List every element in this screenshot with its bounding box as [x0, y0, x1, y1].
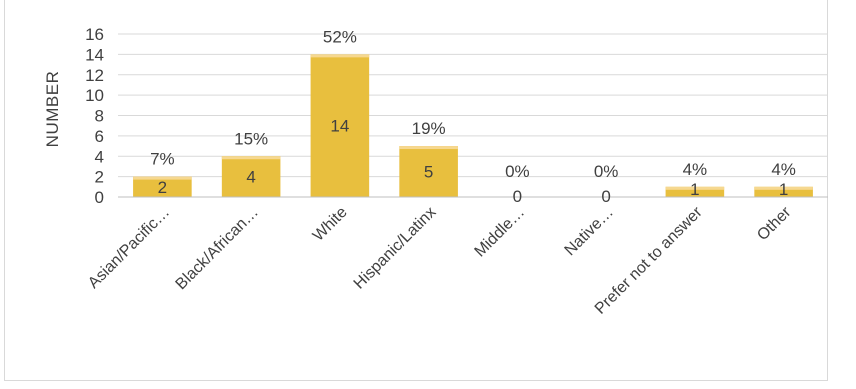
y-tick-label: 6: [95, 127, 104, 146]
bar-percent-label: 52%: [323, 27, 357, 46]
category-label: Middle…: [472, 204, 529, 261]
gridlines: [118, 33, 828, 178]
bar: [310, 54, 370, 197]
bar-percent-label: 19%: [412, 119, 446, 138]
bar-percent-label: 4%: [683, 160, 708, 179]
bar-top-highlight: [133, 176, 192, 180]
bar-percent-label: 4%: [771, 160, 796, 179]
bar-value-label: 2: [158, 178, 167, 197]
y-tick-label: 2: [95, 168, 104, 187]
y-tick-label: 0: [95, 188, 104, 207]
category-label: Native…: [562, 204, 617, 259]
bar-value-label: 0: [601, 187, 610, 206]
bar: [399, 146, 458, 197]
bar: [665, 186, 725, 197]
bar-top-highlight: [399, 146, 458, 150]
bar-value-label: 4: [246, 168, 255, 187]
bar-value-label: 0: [513, 187, 522, 206]
category-labels: Asian/Pacific… Black/African… White Hispani…: [85, 203, 795, 317]
y-tick-label: 8: [95, 107, 104, 126]
category-label: Asian/Pacific…: [85, 204, 173, 292]
bar-percent-label: 0%: [594, 162, 619, 181]
bar-top-highlight: [665, 186, 725, 190]
bar-percent-label: 7%: [150, 150, 175, 169]
bars: [133, 54, 813, 197]
bar-percent-label: 15%: [234, 129, 268, 148]
bar-value-label: 5: [424, 163, 433, 182]
y-axis-label: NUMBER: [43, 71, 62, 148]
bar-top-highlight: [221, 156, 281, 160]
bar-value-label: 1: [690, 180, 699, 199]
y-tick-label: 10: [85, 86, 104, 105]
category-label: Hispanic/Latinx: [351, 204, 440, 293]
y-tick-label: 16: [85, 25, 104, 44]
y-tick-label: 12: [85, 66, 104, 85]
category-label: White: [310, 204, 351, 245]
y-tick-label: 4: [95, 147, 104, 166]
category-label: Other: [754, 203, 795, 244]
bar: [221, 156, 281, 197]
bar: [754, 186, 813, 197]
bar-percent-label: 0%: [505, 162, 530, 181]
category-label: Black/African…: [173, 204, 262, 293]
bar-top-highlight: [754, 186, 813, 190]
bar-value-label: 14: [330, 117, 349, 136]
bar-value-label: 1: [779, 180, 788, 199]
y-tick-label: 14: [85, 45, 104, 64]
bar: [133, 176, 192, 197]
bar-top-highlight: [310, 54, 370, 58]
